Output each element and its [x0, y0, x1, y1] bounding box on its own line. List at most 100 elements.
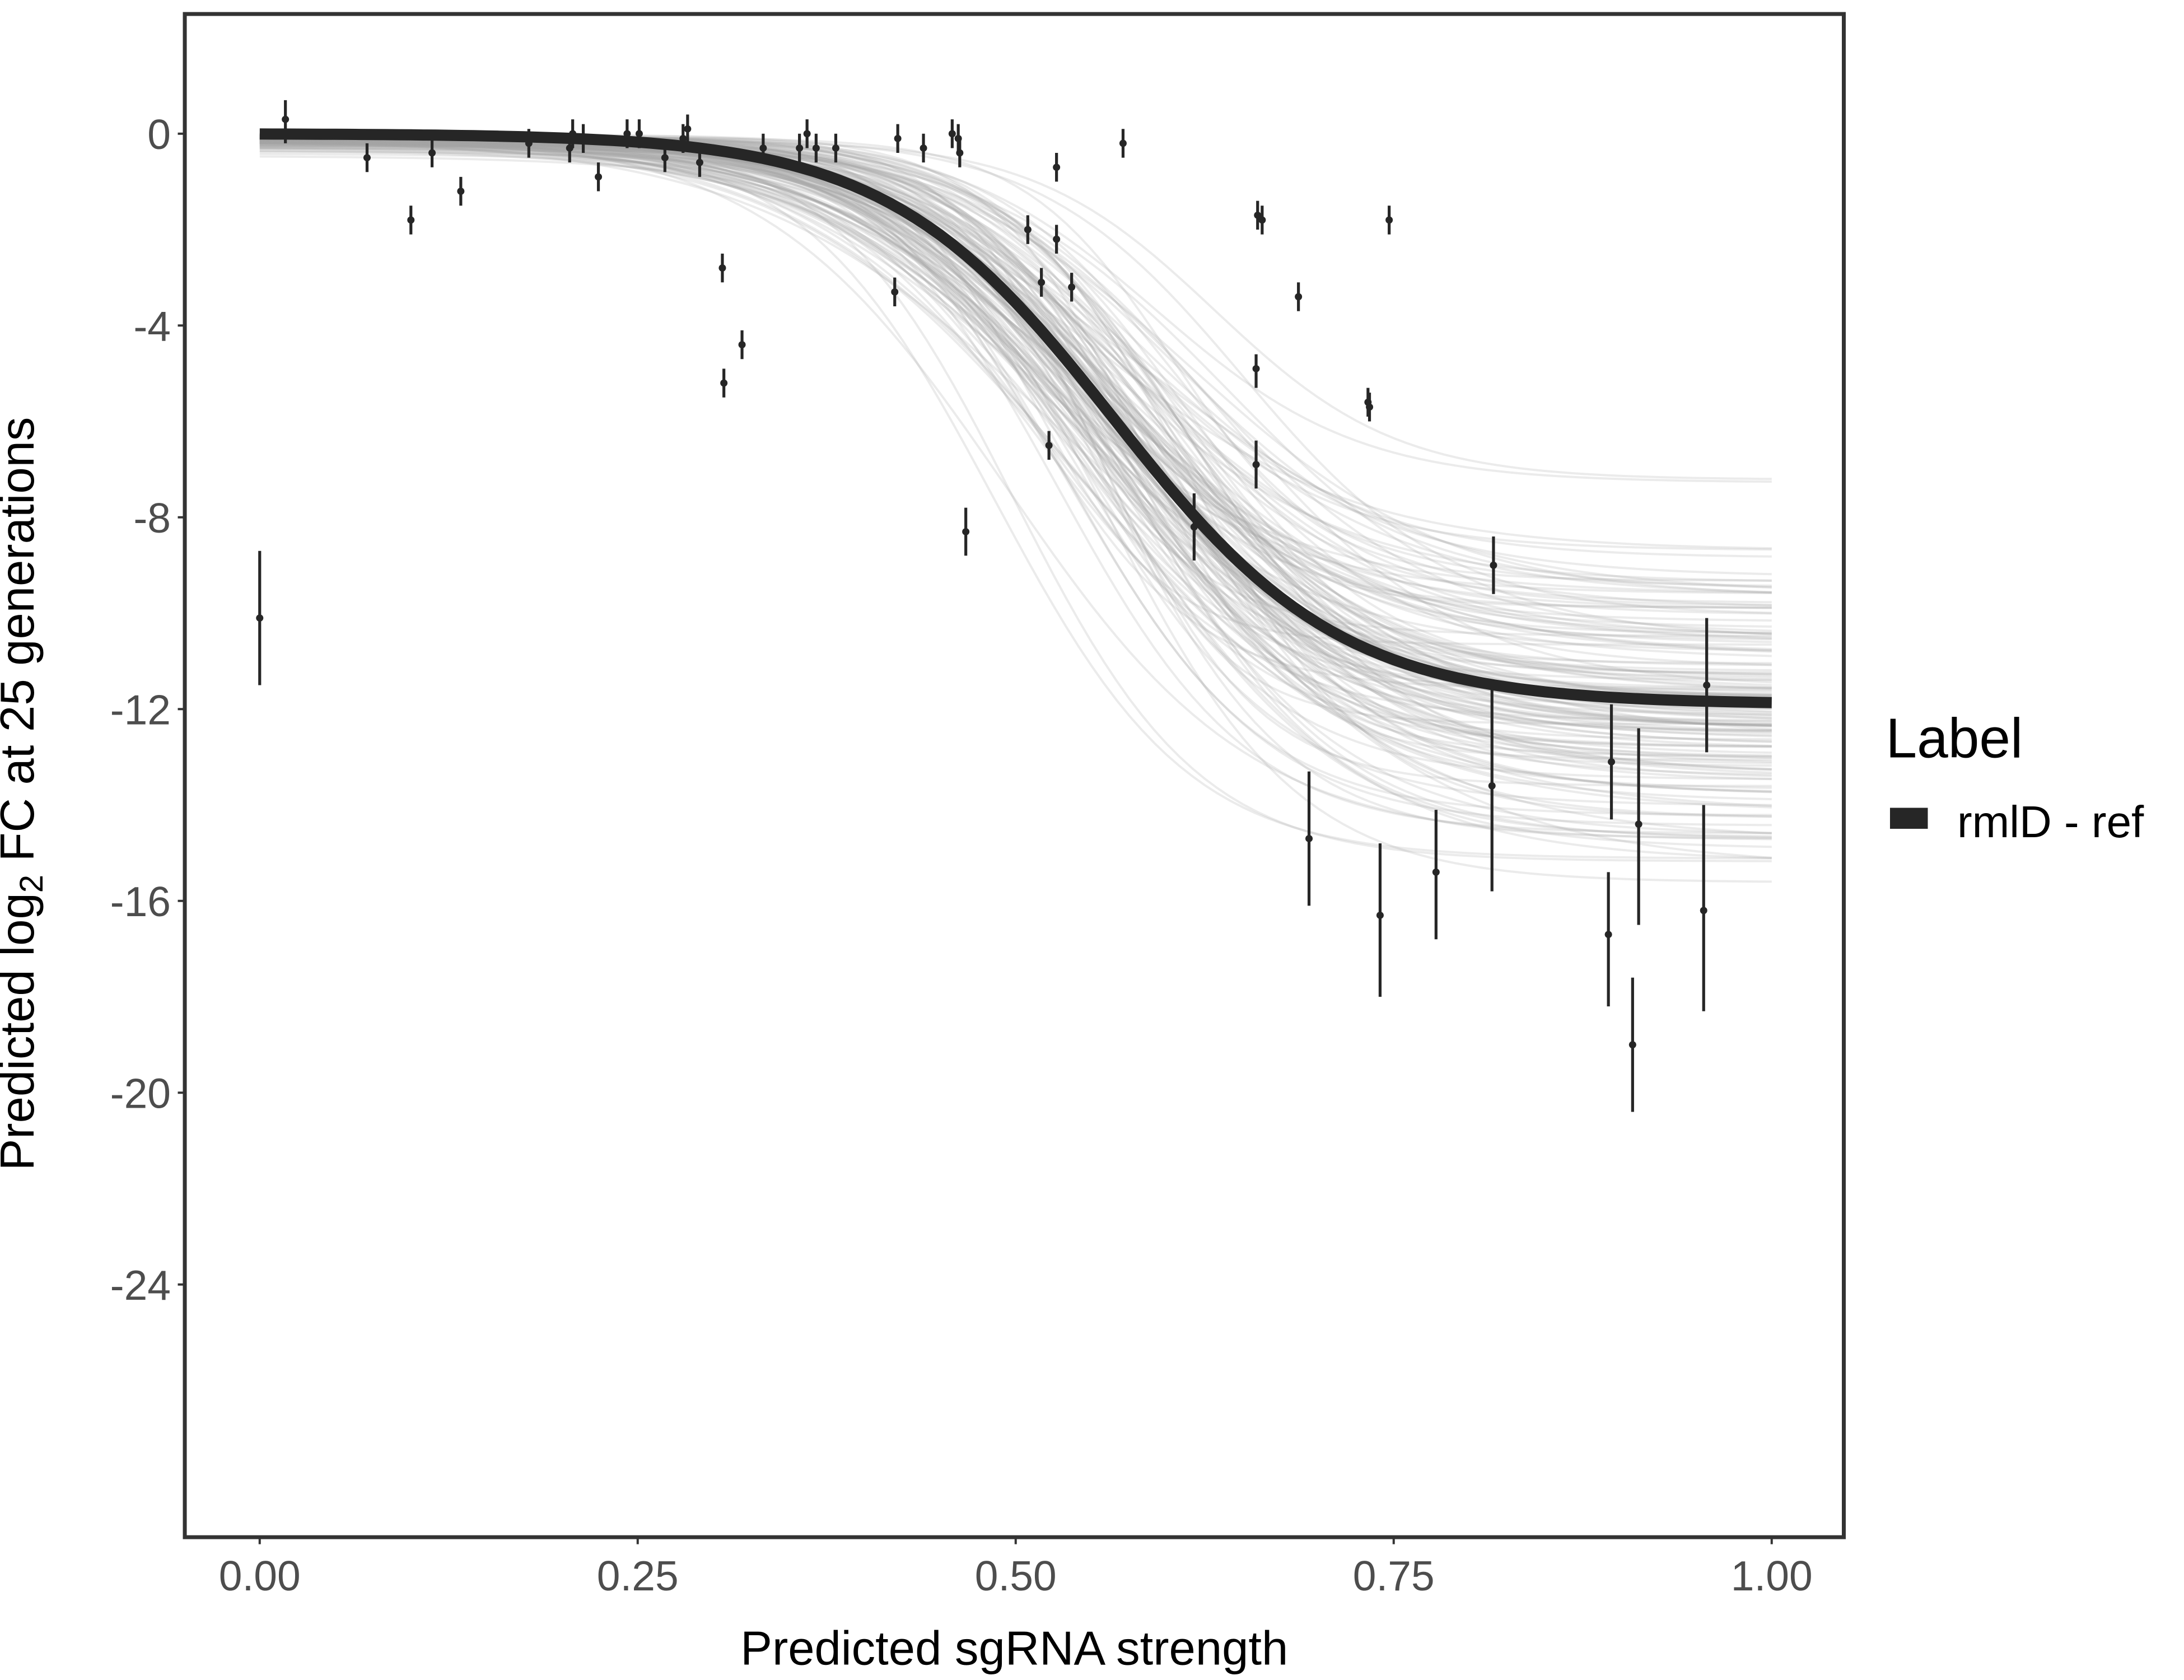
point-marker — [948, 130, 956, 138]
posterior-draw-line — [259, 142, 1772, 757]
point-marker — [428, 149, 436, 157]
data-point — [803, 119, 811, 148]
point-marker — [1068, 283, 1076, 291]
posterior-draw-line — [259, 135, 1772, 594]
posterior-draw-line — [259, 141, 1772, 725]
legend-title: Label — [1886, 707, 2023, 770]
point-marker — [759, 144, 767, 152]
data-point — [738, 330, 746, 360]
posterior-draw-line — [259, 137, 1772, 738]
point-marker — [1252, 365, 1260, 372]
legend-label-rmld-ref: rmlD - ref — [1957, 797, 2144, 847]
data-point — [661, 143, 669, 172]
data-point — [718, 253, 726, 283]
posterior-draw-line — [259, 144, 1772, 781]
point-marker — [595, 173, 603, 181]
point-marker — [738, 341, 746, 348]
posterior-draw-line — [259, 141, 1772, 635]
point-marker — [363, 154, 371, 162]
posterior-draw-line — [259, 138, 1772, 834]
point-marker — [256, 614, 264, 622]
point-marker — [1385, 216, 1393, 224]
data-point — [363, 143, 371, 172]
posterior-draw-line — [259, 138, 1772, 698]
point-marker — [803, 130, 811, 138]
posterior-draw-line — [259, 142, 1772, 722]
point-marker — [580, 134, 587, 142]
x-axis: 0.00 0.25 0.50 0.75 1.00 — [219, 1537, 1813, 1599]
data-point — [1305, 771, 1313, 906]
posterior-draw-line — [259, 150, 1772, 732]
data-point — [525, 129, 533, 158]
point-marker — [718, 264, 726, 272]
data-point — [428, 138, 436, 167]
point-marker — [457, 188, 465, 195]
data-point — [595, 162, 603, 192]
point-marker — [569, 130, 577, 138]
posterior-draw-line — [259, 139, 1772, 640]
point-marker — [1024, 226, 1032, 234]
data-point — [1053, 225, 1061, 254]
point-marker — [635, 130, 643, 138]
posterior-draw-line — [259, 138, 1772, 718]
posterior-draw-line — [259, 144, 1772, 771]
point-marker — [1376, 911, 1384, 919]
point-marker — [796, 144, 804, 152]
data-point — [1490, 536, 1497, 594]
posterior-draw-line — [259, 136, 1772, 809]
posterior-draw-line — [259, 138, 1772, 652]
posterior-draw-line — [259, 140, 1772, 834]
plot-panel-border — [183, 12, 1846, 1539]
point-marker — [1700, 907, 1707, 914]
data-point — [256, 550, 264, 685]
posterior-draw-line — [259, 141, 1772, 632]
posterior-draw-line — [259, 134, 1772, 841]
point-marker — [1635, 820, 1642, 828]
data-point — [1635, 728, 1642, 925]
data-point — [1252, 440, 1260, 489]
posterior-draw-line — [259, 142, 1772, 604]
x-axis-title: Predicted sgRNA strength — [740, 1622, 1288, 1676]
posterior-draw-line — [259, 143, 1772, 666]
legend: Label rmlD - ref — [1886, 707, 2145, 847]
y-tick-label: -24 — [110, 1262, 171, 1309]
posterior-draw-line — [259, 155, 1772, 771]
data-point — [1295, 282, 1303, 311]
posterior-draw-line — [259, 147, 1772, 722]
x-tick-label: 0.75 — [1353, 1552, 1435, 1599]
data-point — [1190, 493, 1198, 561]
point-marker — [720, 379, 728, 387]
point-marker — [832, 144, 839, 152]
data-point — [1604, 872, 1612, 1007]
point-marker — [696, 158, 703, 166]
data-point — [407, 206, 415, 235]
data-point — [1376, 843, 1384, 997]
point-marker — [894, 134, 902, 142]
point-marker — [1295, 293, 1303, 301]
posterior-draw-line — [259, 145, 1772, 615]
data-point — [894, 124, 902, 153]
point-marker — [407, 216, 415, 224]
posterior-draw-line — [259, 147, 1772, 860]
posterior-draw-line — [259, 142, 1772, 679]
data-point — [796, 133, 804, 163]
point-marker — [1703, 681, 1711, 689]
point-marker — [1305, 834, 1313, 842]
data-point — [1068, 273, 1076, 302]
data-point — [1258, 206, 1266, 235]
posterior-draw-line — [259, 138, 1772, 860]
posterior-draw-line — [259, 142, 1772, 808]
point-marker — [1366, 403, 1374, 411]
data-point — [832, 133, 839, 163]
data-point — [623, 119, 631, 148]
data-point — [1024, 215, 1032, 244]
point-marker — [1045, 441, 1053, 449]
posterior-draw-line — [259, 144, 1772, 550]
y-axis: 0 -4 -8 -12 -16 -20 -24 — [110, 111, 185, 1309]
data-point — [1488, 680, 1496, 892]
data-point — [1432, 810, 1440, 940]
data-point — [1252, 354, 1260, 388]
posterior-draw-line — [259, 142, 1772, 727]
data-point — [920, 133, 927, 163]
